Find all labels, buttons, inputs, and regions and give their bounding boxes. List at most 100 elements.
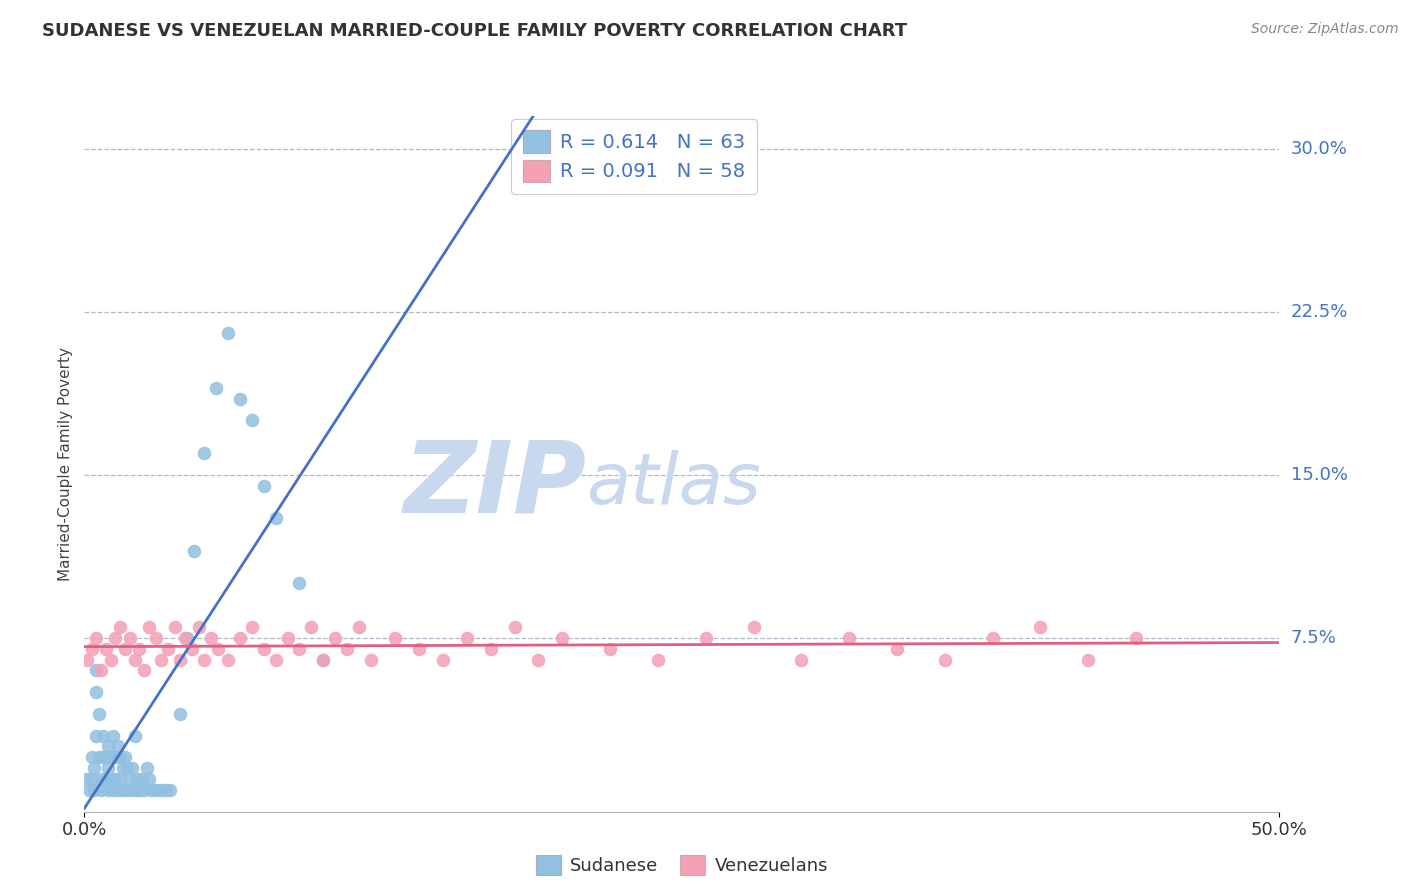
Point	[125, 783, 148, 797]
Point	[157, 641, 180, 656]
Point	[125, 772, 148, 786]
Point	[173, 631, 195, 645]
Point	[1077, 652, 1099, 666]
Point	[981, 631, 1004, 645]
Point	[83, 783, 105, 797]
Point	[94, 641, 117, 656]
Point	[1125, 631, 1147, 645]
Point	[77, 783, 100, 797]
Point	[193, 652, 215, 666]
Point	[100, 652, 122, 666]
Point	[599, 641, 621, 656]
Point	[456, 631, 478, 645]
Point	[80, 750, 103, 764]
Point	[124, 652, 146, 666]
Point	[84, 664, 107, 678]
Point	[432, 652, 454, 666]
Point	[114, 750, 136, 764]
Point	[111, 783, 134, 797]
Point	[742, 620, 765, 634]
Point	[131, 772, 153, 786]
Point	[121, 761, 143, 775]
Text: Source: ZipAtlas.com: Source: ZipAtlas.com	[1251, 22, 1399, 37]
Point	[76, 772, 98, 786]
Point	[111, 761, 134, 775]
Point	[101, 729, 124, 743]
Point	[107, 783, 129, 797]
Point	[83, 761, 105, 775]
Point	[790, 652, 813, 666]
Point	[1029, 620, 1052, 634]
Point	[240, 413, 263, 427]
Legend: Sudanese, Venezuelans: Sudanese, Venezuelans	[529, 847, 835, 883]
Point	[84, 631, 107, 645]
Point	[240, 620, 263, 634]
Text: 22.5%: 22.5%	[1291, 302, 1348, 320]
Point	[349, 620, 371, 634]
Point	[205, 381, 228, 395]
Point	[200, 631, 222, 645]
Point	[87, 706, 110, 721]
Point	[132, 783, 156, 797]
Point	[169, 652, 191, 666]
Point	[253, 641, 276, 656]
Point	[527, 652, 550, 666]
Point	[84, 729, 107, 743]
Point	[114, 641, 136, 656]
Point	[104, 750, 127, 764]
Point	[312, 652, 335, 666]
Point	[121, 783, 143, 797]
Point	[176, 631, 198, 645]
Point	[301, 620, 323, 634]
Text: atlas: atlas	[586, 450, 761, 519]
Point	[551, 631, 574, 645]
Point	[360, 652, 382, 666]
Point	[141, 783, 163, 797]
Point	[695, 631, 717, 645]
Text: 15.0%: 15.0%	[1291, 466, 1347, 483]
Point	[101, 783, 124, 797]
Point	[149, 652, 172, 666]
Point	[124, 729, 146, 743]
Point	[128, 783, 150, 797]
Point	[647, 652, 669, 666]
Point	[193, 446, 215, 460]
Point	[90, 772, 112, 786]
Point	[94, 750, 117, 764]
Point	[97, 761, 120, 775]
Point	[165, 620, 187, 634]
Text: 30.0%: 30.0%	[1291, 139, 1347, 158]
Point	[934, 652, 956, 666]
Point	[97, 739, 120, 754]
Point	[188, 620, 211, 634]
Point	[288, 641, 311, 656]
Point	[323, 631, 346, 645]
Point	[145, 631, 167, 645]
Point	[107, 739, 129, 754]
Point	[100, 750, 122, 764]
Point	[886, 641, 908, 656]
Point	[93, 750, 115, 764]
Point	[169, 706, 191, 721]
Point	[276, 631, 298, 645]
Point	[155, 783, 177, 797]
Point	[288, 576, 311, 591]
Point	[118, 631, 141, 645]
Point	[264, 652, 287, 666]
Point	[87, 750, 110, 764]
Point	[503, 620, 526, 634]
Point	[128, 641, 150, 656]
Point	[183, 543, 205, 558]
Point	[80, 772, 103, 786]
Point	[104, 631, 127, 645]
Point	[253, 478, 276, 492]
Point	[384, 631, 406, 645]
Point	[838, 631, 860, 645]
Text: ZIP: ZIP	[404, 436, 586, 533]
Point	[110, 772, 132, 786]
Point	[479, 641, 502, 656]
Point	[228, 392, 252, 406]
Point	[104, 772, 127, 786]
Point	[145, 783, 167, 797]
Y-axis label: Married-Couple Family Poverty: Married-Couple Family Poverty	[58, 347, 73, 581]
